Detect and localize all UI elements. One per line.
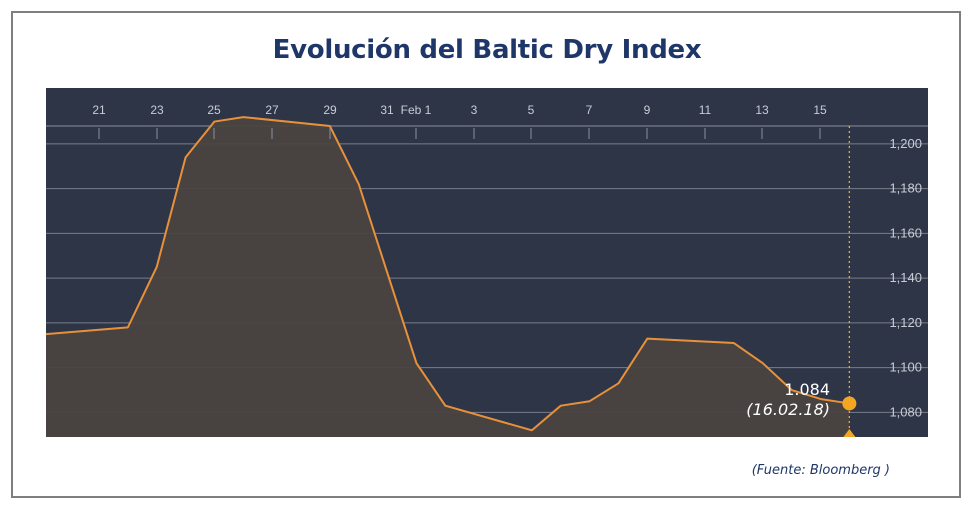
area-layer (45, 116, 850, 437)
x-axis-ticks: 21 23 25 27 29 31 Feb 1 3 5 7 9 11 13 15 (92, 103, 827, 139)
y-tick-label: 1,080 (889, 404, 922, 419)
x-tick-label: 25 (207, 103, 221, 117)
y-axis-ticks: 1,200 1,180 1,160 1,140 1,120 1,100 1,080 (889, 136, 922, 419)
x-tick-label: 11 (699, 103, 712, 117)
y-tick-label: 1,180 (889, 181, 922, 196)
x-tick-label: 31 (380, 103, 394, 117)
y-tick-label: 1,100 (889, 360, 922, 375)
last-value-label: 1.084 (784, 380, 830, 399)
last-point-marker (842, 396, 857, 411)
y-tick-label: 1,160 (889, 225, 922, 240)
x-tick-label: 27 (265, 103, 279, 117)
x-tick-label: 3 (471, 103, 478, 117)
y-tick-label: 1,140 (889, 270, 922, 285)
x-tick-label: 5 (528, 103, 535, 117)
series-line (45, 116, 850, 432)
last-date-label: (16.02.18) (746, 400, 830, 419)
annotation-layer: 1.084(16.02.18) (746, 126, 857, 437)
x-tick-label: 7 (586, 103, 593, 117)
x-tick-label: 15 (813, 103, 827, 117)
chart-title: Evolución del Baltic Dry Index (272, 35, 702, 65)
x-tick-label: 13 (755, 103, 769, 117)
series-area (46, 117, 850, 437)
x-tick-label: 29 (323, 103, 337, 117)
x-tick-label: Feb 1 (401, 103, 432, 117)
y-tick-label: 1,200 (889, 136, 922, 151)
x-tick-label: 9 (644, 103, 651, 117)
y-tick-label: 1,120 (889, 315, 922, 330)
source-note: (Fuente: Bloomberg ) (751, 463, 890, 478)
crosshair-triangle (843, 429, 856, 437)
x-tick-label: 21 (92, 103, 106, 117)
x-tick-label: 23 (150, 103, 164, 117)
